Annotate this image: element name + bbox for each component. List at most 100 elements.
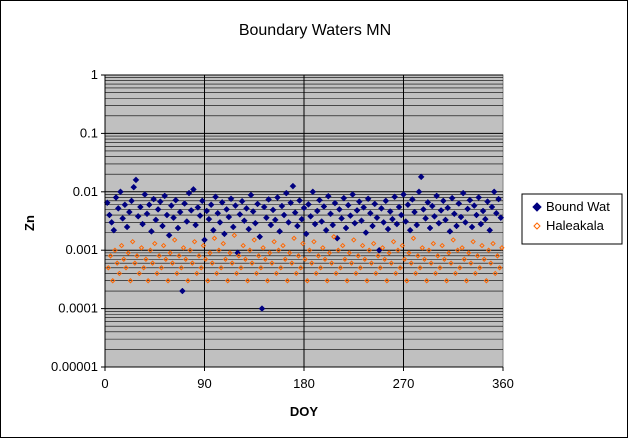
series-bound-wat-point xyxy=(225,213,233,221)
series-haleakala-point xyxy=(357,265,364,271)
series-haleakala-point xyxy=(483,278,490,284)
series-haleakala-point xyxy=(326,250,333,256)
series-haleakala-point xyxy=(404,278,410,284)
series-haleakala-point xyxy=(202,256,209,262)
series-haleakala-point xyxy=(165,278,171,284)
series-bound-wat-point xyxy=(484,198,491,205)
series-haleakala-point xyxy=(454,247,461,253)
series-haleakala-point xyxy=(189,260,196,266)
x-tick-label: 180 xyxy=(293,376,315,391)
series-bound-wat-point xyxy=(415,188,423,196)
series-haleakala-point xyxy=(415,253,421,259)
series-haleakala-point xyxy=(331,234,337,240)
series-haleakala-point xyxy=(110,278,116,284)
series-haleakala-point xyxy=(485,247,492,253)
series-haleakala-point xyxy=(260,245,266,251)
series-bound-wat-point xyxy=(227,195,235,203)
series-haleakala-point xyxy=(348,260,355,266)
series-bound-wat-point xyxy=(296,197,303,204)
series-haleakala-point xyxy=(143,256,149,262)
series-haleakala-point xyxy=(306,247,313,253)
series-bound-wat-point xyxy=(143,210,151,218)
series-haleakala-point xyxy=(167,250,173,256)
series-bound-wat-point xyxy=(269,206,277,214)
series-bound-wat-point xyxy=(364,195,372,203)
series-haleakala-point xyxy=(386,250,392,256)
series-haleakala-point xyxy=(346,250,353,256)
series-bound-wat-point xyxy=(318,218,326,225)
x-tick-label: 270 xyxy=(393,376,415,391)
series-haleakala-point xyxy=(304,278,311,284)
series-bound-wat-point xyxy=(393,220,401,228)
series-bound-wat-point xyxy=(196,212,204,220)
series-haleakala-point xyxy=(320,245,326,251)
series-bound-wat-point xyxy=(139,220,146,228)
series-haleakala-point xyxy=(313,270,319,277)
series-haleakala-point xyxy=(293,270,299,277)
series-bound-wat-point xyxy=(221,230,228,238)
series-haleakala-point xyxy=(205,278,211,284)
series-bound-wat-point xyxy=(433,192,441,200)
series-bound-wat-point xyxy=(397,211,405,219)
series-bound-wat-point xyxy=(207,201,215,209)
series-haleakala-point xyxy=(147,247,154,253)
series-bound-wat-point xyxy=(327,210,334,218)
series-haleakala-point xyxy=(424,278,430,284)
series-haleakala-point xyxy=(107,253,114,259)
series-bound-wat-point xyxy=(128,197,135,205)
series-haleakala-point xyxy=(417,265,423,271)
series-bound-wat-point xyxy=(362,229,370,236)
series-bound-wat-point xyxy=(110,226,118,234)
series-bound-wat-point xyxy=(216,218,224,226)
series-haleakala-point xyxy=(300,240,306,247)
series-bound-wat-point xyxy=(355,198,363,205)
series-haleakala-point xyxy=(158,265,165,271)
series-bound-wat-point xyxy=(190,186,197,193)
series-haleakala-point xyxy=(282,256,288,262)
series-haleakala-point xyxy=(187,247,193,253)
series-bound-wat-point xyxy=(322,226,330,234)
series-bound-wat-point xyxy=(342,224,350,232)
series-bound-wat-point xyxy=(254,200,261,208)
series-haleakala-point xyxy=(194,270,200,277)
series-bound-wat-point xyxy=(371,200,379,208)
series-haleakala-point xyxy=(379,245,386,251)
series-bound-wat-point xyxy=(373,214,381,222)
legend: Bound Wat Haleakala xyxy=(521,193,623,245)
series-bound-wat-point xyxy=(145,201,153,209)
series-bound-wat-point xyxy=(170,214,177,222)
series-bound-wat-point xyxy=(148,228,155,235)
series-bound-wat-point xyxy=(280,211,288,219)
series-bound-wat-point xyxy=(490,188,498,196)
series-bound-wat-point xyxy=(417,173,425,181)
series-haleakala-point xyxy=(289,260,295,266)
series-haleakala-point xyxy=(295,253,302,259)
series-haleakala-point xyxy=(140,265,147,271)
series-haleakala-point xyxy=(408,260,414,266)
series-haleakala-point xyxy=(311,238,317,245)
series-bound-wat-point xyxy=(243,205,250,212)
legend-haleakala-marker xyxy=(533,222,541,230)
series-haleakala-point xyxy=(317,265,324,271)
series-haleakala-point xyxy=(490,240,496,247)
series-haleakala-point xyxy=(251,237,257,243)
series-bound-wat-point xyxy=(274,194,281,201)
series-bound-wat-point xyxy=(470,202,478,209)
y-axis-label: Zn xyxy=(22,215,37,231)
series-haleakala-point xyxy=(152,240,158,247)
series-haleakala-point xyxy=(127,278,134,284)
series-bound-wat-point xyxy=(307,212,314,220)
series-bound-wat-point xyxy=(420,206,427,213)
series-haleakala-point xyxy=(452,270,459,277)
series-bound-wat-point xyxy=(152,216,160,224)
series-haleakala-point xyxy=(231,232,238,238)
series-bound-wat-point xyxy=(236,211,244,218)
series-haleakala-point xyxy=(309,260,315,266)
series-haleakala-point xyxy=(388,260,395,266)
series-haleakala-point xyxy=(446,250,452,256)
series-haleakala-point xyxy=(457,265,463,271)
series-haleakala-point xyxy=(267,250,273,256)
series-bound-wat-point xyxy=(338,215,345,222)
series-bound-wat-point xyxy=(316,196,323,204)
series-haleakala-point xyxy=(359,242,366,249)
